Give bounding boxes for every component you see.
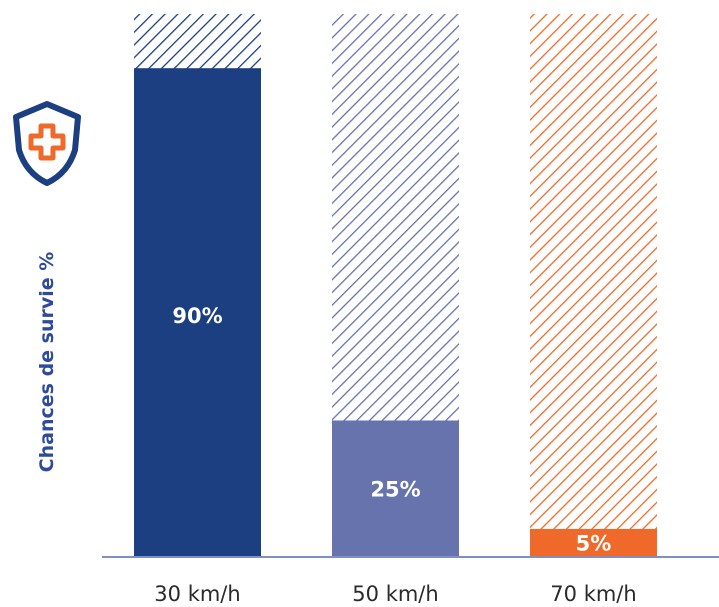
bar-background-2 (530, 14, 657, 556)
bar-2 (530, 528, 657, 556)
bar-value-label-1: 25% (370, 477, 420, 501)
shield-medical-cross-icon (13, 101, 81, 186)
bar-0 (134, 68, 261, 556)
category-label-2: 70 km/h (550, 582, 636, 606)
bar-value-label-2: 5% (576, 531, 612, 555)
y-axis-label: Chances de survie % (36, 252, 58, 473)
bar-value-label-0: 90% (172, 304, 222, 328)
category-label-1: 50 km/h (352, 582, 438, 606)
bar-1 (332, 420, 459, 556)
category-label-0: 30 km/h (154, 582, 240, 606)
